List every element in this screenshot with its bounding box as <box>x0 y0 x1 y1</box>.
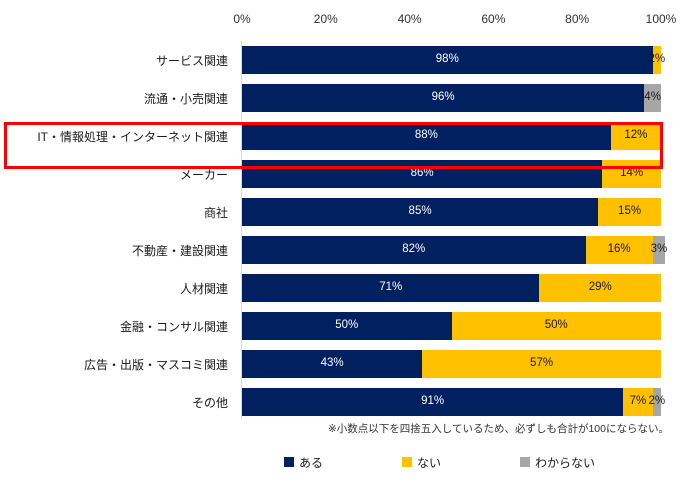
plot-area: 98% 2% 96% 4% 88% 12% 86% 14% 85% 15% 82% 16% 3% 71% 2… <box>241 41 667 421</box>
bar-value-label: 91% <box>421 395 445 408</box>
x-tick-label: 40% <box>397 12 422 26</box>
bar-value-label: 43% <box>320 357 344 370</box>
bar-segment-aru: 50% <box>242 312 452 340</box>
chart-row: 43% 57% <box>242 345 661 383</box>
bar-value-label: 86% <box>410 167 434 180</box>
legend-item[interactable]: わからない <box>520 454 595 471</box>
bar-value-label: 57% <box>530 357 554 370</box>
legend-label: ある <box>299 455 324 470</box>
bar-segment-aru: 82% <box>242 236 586 264</box>
bar-segment-nai: 57% <box>422 350 661 378</box>
bar-segment-nai: 7% <box>623 388 653 416</box>
bar-segment-aru: 88% <box>242 122 611 150</box>
bar-segment-nai: 50% <box>451 312 661 340</box>
category-label: 流通・小売関連 <box>143 91 228 106</box>
chart-legend: ある ない わからない <box>242 450 661 474</box>
category-label: 人材関連 <box>179 281 228 296</box>
bar-value-label: 50% <box>335 319 359 332</box>
chart-row: 71% 29% <box>242 269 661 307</box>
bar-value-label: 16% <box>607 243 631 256</box>
stacked-bar: 86% 14% <box>242 160 661 188</box>
category-label: 商社 <box>203 205 228 220</box>
chart-footnote: ※小数点以下を四捨五入しているため、必ずしも合計が100にならない。 <box>327 423 669 435</box>
bar-segment-aru: 86% <box>242 160 603 188</box>
category-label: その他 <box>191 395 228 410</box>
chart-row: 91% 7% 2% <box>242 383 665 421</box>
bar-segment-nai: 16% <box>585 236 653 264</box>
bar-segment-aru: 91% <box>242 388 624 416</box>
chart-row: 50% 50% <box>242 307 661 345</box>
bar-segment-aru: 85% <box>242 198 599 226</box>
bar-segment-aru: 98% <box>242 46 653 74</box>
bar-value-label: 98% <box>435 53 459 66</box>
bar-segment-aru: 96% <box>242 84 645 112</box>
stacked-bar: 96% 4% <box>242 84 661 112</box>
bar-value-label: 4% <box>644 91 661 104</box>
bar-value-label: 50% <box>544 319 568 332</box>
bar-value-label: 96% <box>431 91 455 104</box>
chart-row: 96% 4% <box>242 79 661 117</box>
chart-row: 86% 14% <box>242 155 661 193</box>
bar-value-label: 7% <box>629 395 647 408</box>
legend-label: わからない <box>535 455 596 470</box>
bar-value-label: 14% <box>620 167 644 180</box>
bar-segment-wakaranai: 4% <box>644 84 661 112</box>
y-axis-category-labels: サービス関連流通・小売関連 IT・情報処理・インターネット関連メーカー商社不動産・… <box>0 41 236 419</box>
stacked-bar: 50% 50% <box>242 312 661 340</box>
stacked-bar: 85% 15% <box>242 198 661 226</box>
x-tick-label: 0% <box>233 12 251 26</box>
x-tick-label: 80% <box>565 12 590 26</box>
bar-value-label: 29% <box>588 281 612 294</box>
stacked-bar: 82% 16% 3% <box>242 236 667 264</box>
bar-segment-wakaranai: 2% <box>648 388 665 416</box>
bar-value-label: 88% <box>414 129 438 142</box>
bar-segment-aru: 71% <box>242 274 540 302</box>
bar-value-label: 3% <box>650 243 668 256</box>
category-label: 金融・コンサル関連 <box>119 319 228 334</box>
legend-swatch-icon <box>284 457 294 467</box>
bar-segment-nai: 12% <box>610 122 661 150</box>
x-axis-tick-labels: 0% 20% 40% 60% 80% 100% <box>233 12 676 32</box>
stacked-bar: 91% 7% 2% <box>242 388 665 416</box>
stacked-bar: 43% 57% <box>242 350 661 378</box>
category-label: メーカー <box>179 167 228 182</box>
y-axis-line <box>241 41 242 419</box>
x-tick-label: 100% <box>645 12 677 26</box>
category-label: 広告・出版・マスコミ関連 <box>83 357 228 372</box>
bar-segment-nai: 15% <box>598 198 661 226</box>
bar-value-label: 85% <box>408 205 432 218</box>
legend-swatch-icon <box>520 457 531 467</box>
bar-segment-nai: 2% <box>648 46 665 74</box>
bar-value-label: 12% <box>624 129 648 142</box>
category-label: 不動産・建設関連 <box>131 243 228 258</box>
bar-segment-aru: 43% <box>242 350 423 378</box>
legend-item[interactable]: ある <box>284 454 323 471</box>
legend-swatch-icon <box>402 457 413 467</box>
category-label: IT・情報処理・インターネット関連 <box>37 129 228 144</box>
bar-value-label: 82% <box>402 243 426 256</box>
legend-item[interactable]: ない <box>402 454 441 471</box>
bar-value-label: 71% <box>379 281 403 294</box>
bar-value-label: 15% <box>618 205 642 218</box>
category-label: サービス関連 <box>155 53 228 68</box>
chart-row: 98% 2% <box>242 41 665 79</box>
x-tick-label: 20% <box>313 12 338 26</box>
chart-row: 85% 15% <box>242 193 661 231</box>
bar-segment-wakaranai: 3% <box>650 236 668 264</box>
stacked-bar: 71% 29% <box>242 274 661 302</box>
x-tick-label: 60% <box>481 12 506 26</box>
stacked-bar: 98% 2% <box>242 46 665 74</box>
bar-segment-nai: 29% <box>539 274 661 302</box>
bar-segment-nai: 14% <box>602 160 661 188</box>
legend-label: ない <box>417 455 442 470</box>
chart-row: 82% 16% 3% <box>242 231 667 269</box>
stacked-bar: 88% 12% <box>242 122 661 150</box>
chart-row: 88% 12% <box>242 117 661 155</box>
